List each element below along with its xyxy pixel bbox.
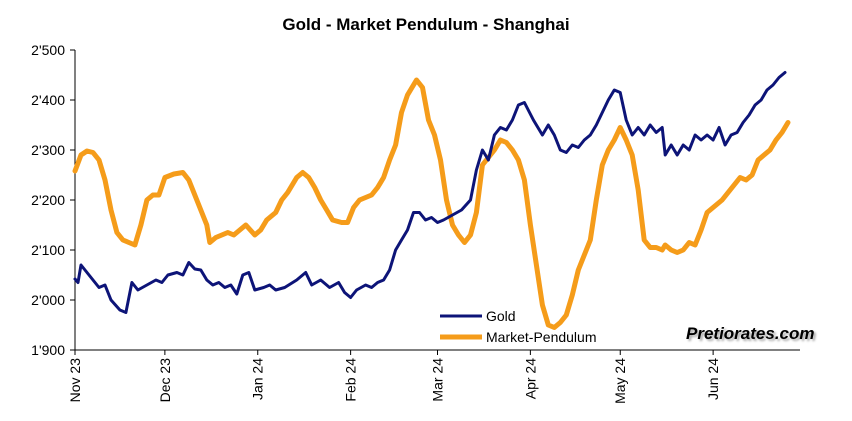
x-axis: Nov 23 Dec 23 Jan 24 Feb 24 Mar 24 Apr 24 May …	[67, 349, 800, 404]
x-tick-label: Jun 24	[705, 358, 721, 400]
y-tick-label: 1'900	[31, 342, 65, 358]
x-tick-label: Nov 23	[67, 358, 83, 403]
x-tick-label: Jan 24	[250, 358, 266, 400]
y-tick-label: 2'300	[31, 142, 65, 158]
series-layer	[72, 71, 791, 330]
x-tick-label: Dec 23	[157, 358, 173, 403]
series-line-market-pendulum	[72, 77, 791, 330]
legend-label-market-pendulum: Market-Pendulum	[486, 329, 597, 345]
x-tick-label: Feb 24	[343, 358, 359, 402]
y-tick-label: 2'100	[31, 242, 65, 258]
legend: Gold Market-Pendulum	[440, 308, 597, 345]
x-tick-label: May 24	[612, 358, 628, 404]
series-line-gold	[73, 71, 787, 314]
y-tick-label: 2'500	[31, 42, 65, 58]
y-tick-label: 2'200	[31, 192, 65, 208]
x-tick-label: Mar 24	[430, 358, 446, 402]
legend-label-gold: Gold	[486, 308, 516, 324]
watermark-text: Pretiorates.com	[686, 324, 815, 343]
y-axis: 1'900 2'000 2'100 2'200 2'300 2'400 2'500	[31, 42, 76, 358]
y-tick-label: 2'000	[31, 292, 65, 308]
x-tick-label: Apr 24	[522, 358, 538, 399]
chart-title: Gold - Market Pendulum - Shanghai	[282, 15, 569, 34]
y-tick-label: 2'400	[31, 92, 65, 108]
